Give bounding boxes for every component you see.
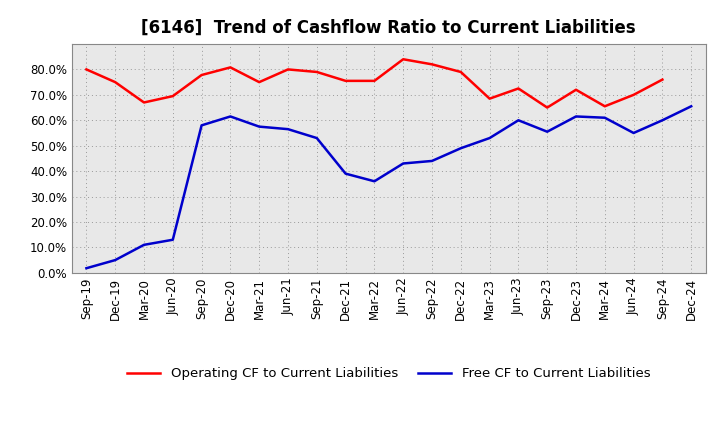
Operating CF to Current Liabilities bbox=[428, 62, 436, 67]
Operating CF to Current Liabilities bbox=[312, 70, 321, 75]
Free CF to Current Liabilities bbox=[341, 171, 350, 176]
Operating CF to Current Liabilities bbox=[658, 77, 667, 82]
Free CF to Current Liabilities bbox=[456, 146, 465, 151]
Free CF to Current Liabilities bbox=[600, 115, 609, 121]
Free CF to Current Liabilities bbox=[197, 123, 206, 128]
Free CF to Current Liabilities bbox=[658, 117, 667, 123]
Free CF to Current Liabilities bbox=[82, 266, 91, 271]
Free CF to Current Liabilities bbox=[140, 242, 148, 247]
Operating CF to Current Liabilities bbox=[370, 78, 379, 84]
Free CF to Current Liabilities bbox=[687, 104, 696, 109]
Operating CF to Current Liabilities bbox=[140, 100, 148, 105]
Free CF to Current Liabilities bbox=[485, 136, 494, 141]
Operating CF to Current Liabilities bbox=[197, 72, 206, 77]
Operating CF to Current Liabilities bbox=[600, 104, 609, 109]
Free CF to Current Liabilities bbox=[399, 161, 408, 166]
Operating CF to Current Liabilities bbox=[456, 70, 465, 75]
Operating CF to Current Liabilities bbox=[82, 67, 91, 72]
Operating CF to Current Liabilities bbox=[514, 86, 523, 91]
Operating CF to Current Liabilities bbox=[226, 65, 235, 70]
Legend: Operating CF to Current Liabilities, Free CF to Current Liabilities: Operating CF to Current Liabilities, Fre… bbox=[122, 362, 655, 385]
Operating CF to Current Liabilities bbox=[572, 87, 580, 92]
Operating CF to Current Liabilities bbox=[399, 57, 408, 62]
Operating CF to Current Liabilities bbox=[255, 80, 264, 85]
Free CF to Current Liabilities bbox=[629, 130, 638, 136]
Free CF to Current Liabilities bbox=[226, 114, 235, 119]
Operating CF to Current Liabilities bbox=[485, 96, 494, 101]
Free CF to Current Liabilities bbox=[255, 124, 264, 129]
Title: [6146]  Trend of Cashflow Ratio to Current Liabilities: [6146] Trend of Cashflow Ratio to Curren… bbox=[142, 19, 636, 37]
Free CF to Current Liabilities bbox=[543, 129, 552, 134]
Free CF to Current Liabilities bbox=[572, 114, 580, 119]
Free CF to Current Liabilities bbox=[284, 127, 292, 132]
Operating CF to Current Liabilities bbox=[543, 105, 552, 110]
Free CF to Current Liabilities bbox=[514, 117, 523, 123]
Free CF to Current Liabilities bbox=[312, 136, 321, 141]
Free CF to Current Liabilities bbox=[111, 257, 120, 263]
Line: Free CF to Current Liabilities: Free CF to Current Liabilities bbox=[86, 106, 691, 268]
Line: Operating CF to Current Liabilities: Operating CF to Current Liabilities bbox=[86, 59, 662, 107]
Operating CF to Current Liabilities bbox=[341, 78, 350, 84]
Operating CF to Current Liabilities bbox=[284, 67, 292, 72]
Operating CF to Current Liabilities bbox=[168, 93, 177, 99]
Free CF to Current Liabilities bbox=[168, 237, 177, 242]
Operating CF to Current Liabilities bbox=[629, 92, 638, 98]
Operating CF to Current Liabilities bbox=[111, 80, 120, 85]
Free CF to Current Liabilities bbox=[428, 158, 436, 164]
Free CF to Current Liabilities bbox=[370, 179, 379, 184]
